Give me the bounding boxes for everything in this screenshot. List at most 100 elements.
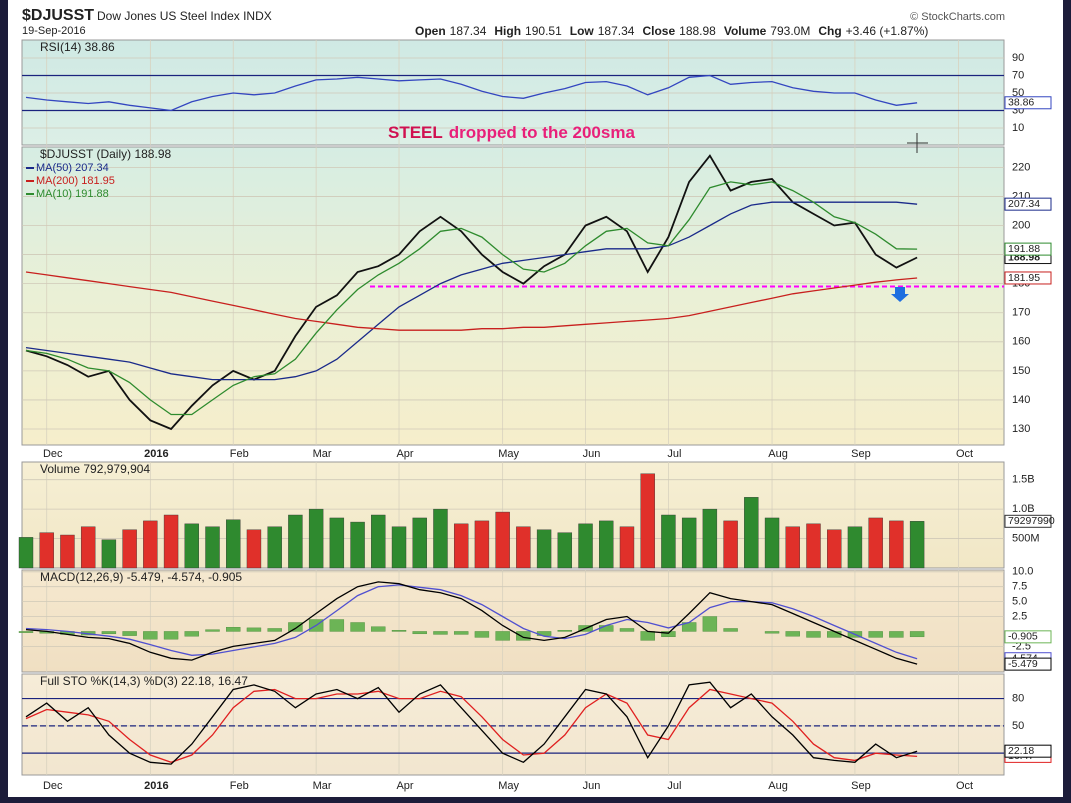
volume-bar [702,508,718,569]
y-tick-label: 1.0B [1012,503,1035,515]
volume-bar [371,514,386,569]
volume-bar [785,526,800,569]
volume-bar [661,514,676,569]
volume-bar [80,526,96,569]
volume-bar [847,526,863,569]
histogram-bar [453,631,469,635]
histogram-bar [495,631,510,641]
volume-bar [578,523,593,569]
histogram-bar [723,628,738,632]
panel: 500M 1.0B 1.5B 79297990 Volume 792,979,904 [18,461,1055,569]
volume-bar [433,508,448,569]
histogram-bar [599,625,614,632]
x-tick-label: Dec [43,780,63,792]
source: © StockCharts.com [910,11,1005,23]
volume-bar [764,517,780,569]
legend-label: MA(10) 191.88 [36,188,109,200]
histogram-bar [661,631,676,638]
histogram-bar [764,631,780,634]
histogram-bar [122,631,137,636]
histogram-bar [267,628,282,632]
volume-bar [267,526,282,569]
histogram-bar [329,619,345,632]
value-box-label: 191.88 [1008,243,1040,255]
value-box [1004,96,1052,110]
histogram-bar [827,631,842,638]
cursor [907,133,928,153]
volume-bar [640,473,655,569]
volume-bar [163,514,179,569]
y-tick-label: 90 [1012,52,1024,64]
quote-label: Open [415,24,446,38]
histogram-bar [163,631,179,640]
y-tick-label: 1.5B [1012,474,1035,486]
y-tick-label: 200 [1012,219,1030,231]
value-box [1004,630,1052,644]
x-tick-label: 2016 [144,780,168,792]
x-tick-label: Jun [583,448,601,460]
histogram-bar [889,631,904,638]
volume-bar [329,517,345,569]
x-tick-label: Sep [851,448,871,460]
x-tick-label: Mar [313,448,332,460]
histogram-bar [619,628,635,632]
quote-value: 190.51 [525,24,562,38]
volume-bar [122,529,137,569]
panel-title: RSI(14) 38.86 [40,40,115,54]
volume-bar [744,497,759,569]
volume-bar [101,539,117,569]
panel-title: $DJUSST (Daily) 188.98 [40,147,171,161]
volume-bar [868,517,883,569]
y-tick-label: 70 [1012,69,1024,81]
histogram-bar [371,626,386,632]
x-tick-label: Feb [230,780,249,792]
value-box [1004,197,1052,211]
volume-bar [288,514,303,569]
series-line [25,681,918,765]
series-line [25,74,918,112]
y-tick-label: 160 [1012,336,1030,348]
volume-bar [909,521,925,569]
volume-bar [723,520,738,569]
volume-bar [599,520,614,569]
quote-value: 187.34 [598,24,635,38]
value-box-label: 22.18 [1008,745,1034,757]
value-box [1004,242,1052,256]
histogram-bar [246,627,262,632]
histogram-bar [205,629,220,632]
quote-label: Chg [818,24,841,38]
volume-bar [516,526,531,569]
quote-label: Volume [724,24,767,38]
x-tick-label: Apr [396,780,413,792]
value-box-label: -5.479 [1008,658,1038,670]
volume-bar [557,532,573,569]
annotation-part: dropped to the 200sma [449,123,636,142]
volume-bar [681,517,697,569]
quote-value: +3.46 (+1.87%) [846,24,929,38]
x-tick-label: Jul [667,448,681,460]
legend-label: MA(50) 207.34 [36,162,109,174]
x-tick-label: 2016 [144,448,168,460]
volume-bar [205,526,220,569]
y-tick-label: 130 [1012,423,1030,435]
x-tick-label: Aug [768,448,788,460]
annotation-part: STEEL [388,123,443,142]
y-tick-label: 50 [1012,87,1024,99]
y-tick-label: 50 [1012,720,1024,732]
symbol-name: Dow Jones US Steel Index INDX [97,9,272,23]
quote-value: 188.98 [679,24,716,38]
y-tick-label: 500M [1012,532,1040,544]
y-tick-label: 10.0 [1012,566,1033,578]
histogram-bar [433,631,448,635]
x-tick-label: Mar [313,780,332,792]
histogram-bar [868,631,883,638]
histogram-bar [226,627,241,632]
y-tick-label: 140 [1012,394,1030,406]
histogram-bar [288,622,303,632]
value-box-label: 181.95 [1008,272,1040,284]
y-tick-label: 10 [1012,122,1024,134]
